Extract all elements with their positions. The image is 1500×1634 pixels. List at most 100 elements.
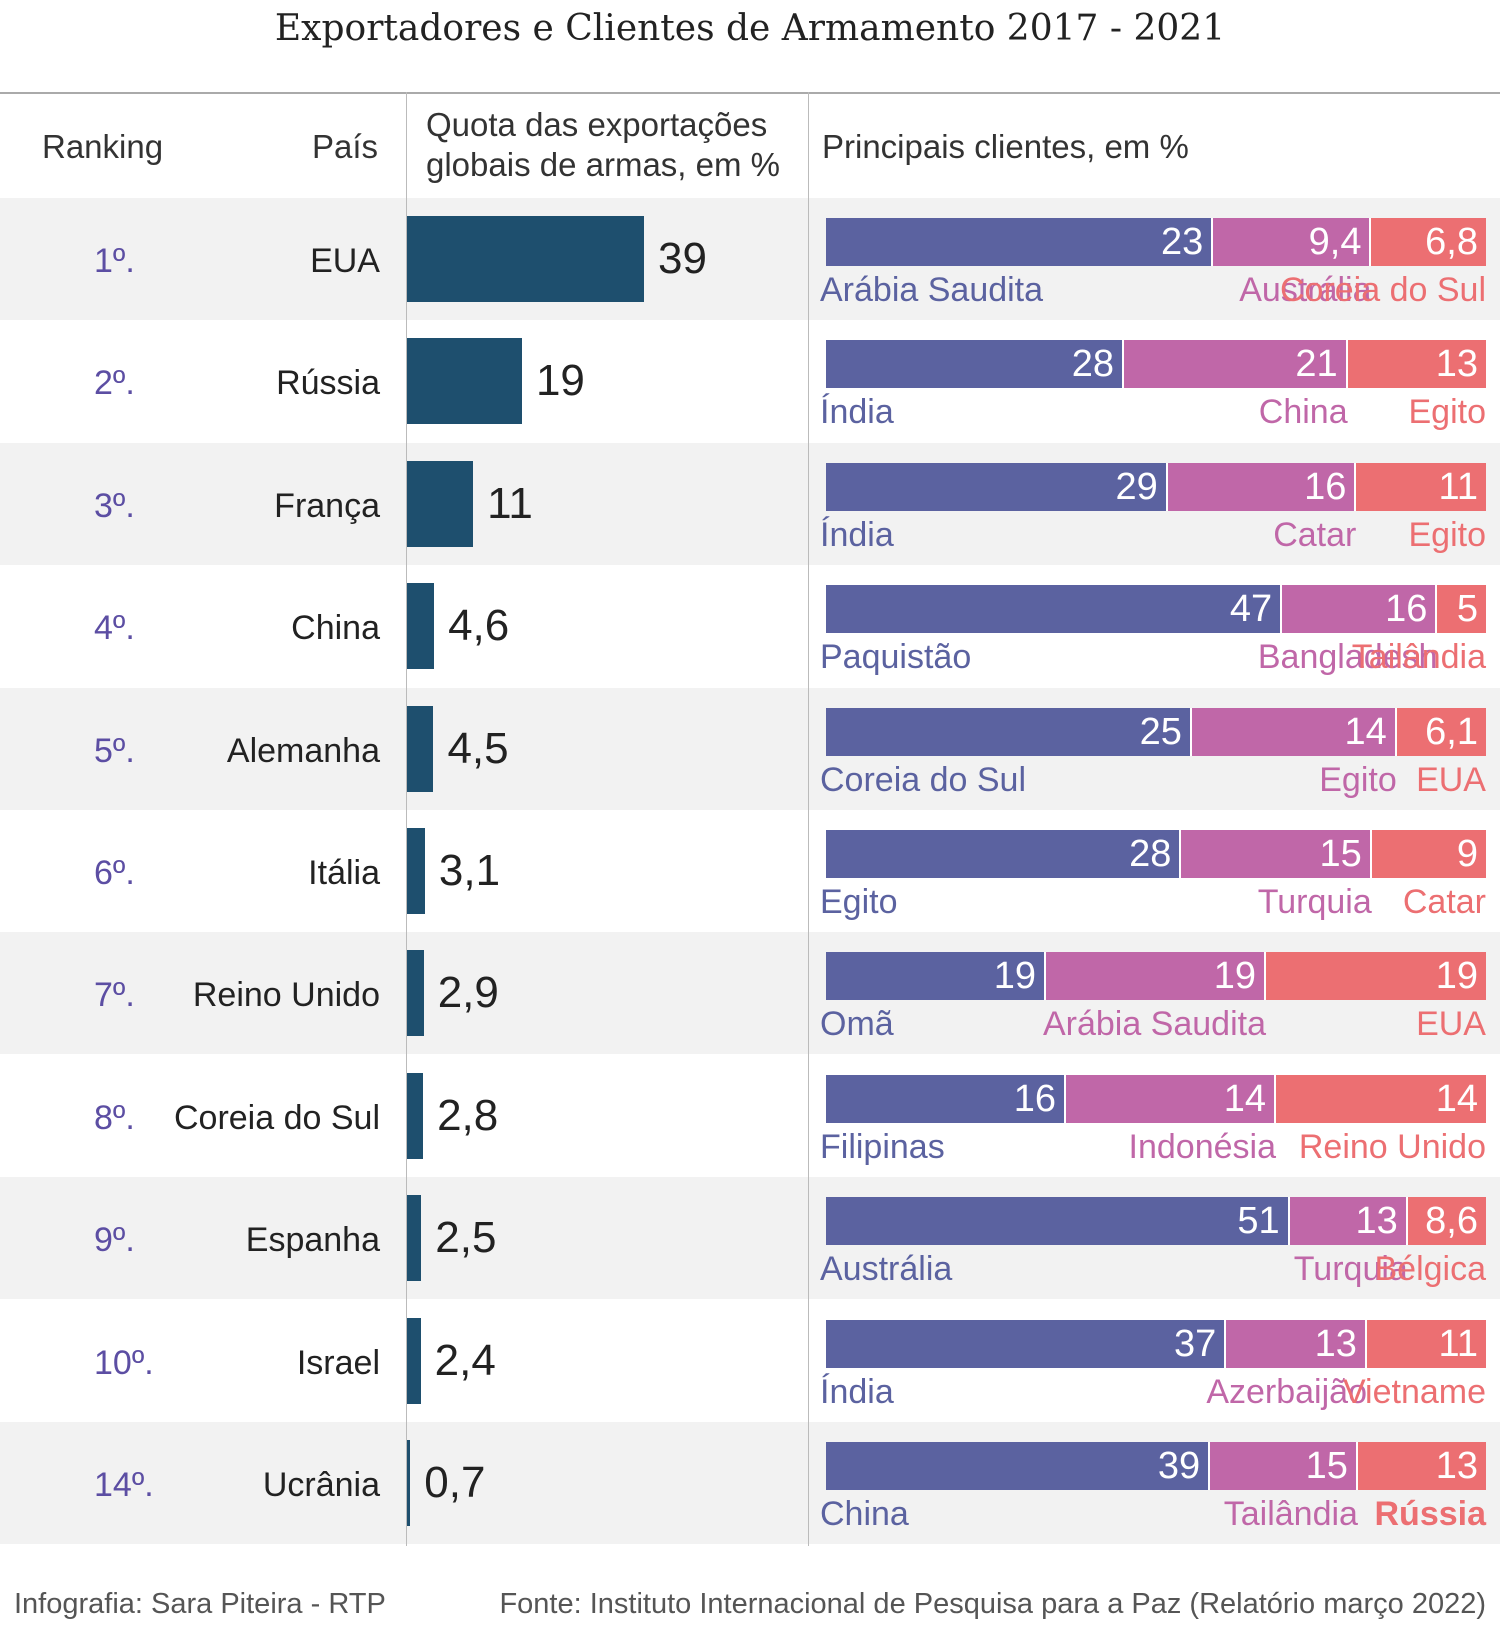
client-name-label: Omã [820,1005,894,1044]
table-row: 7º. Reino Unido 2,9 19 19 19 Omã Arábia Saudita… [0,932,1500,1055]
footer-source: Fonte: Instituto Internacional de Pesqui… [499,1588,1486,1620]
header-ranking: Ranking [42,128,164,165]
client-name-label: Azerbaijão [1206,1372,1367,1411]
client-segment: 14 [1276,1074,1486,1123]
client-name-label: China [1258,393,1348,432]
client-names: Coreia do Sul Egito EUA [820,758,1486,806]
table-row: 3º. França 11 29 16 11 Índia Catar Egito [0,442,1500,565]
client-names: Paquistão Bangladesh Tailândia [820,635,1486,683]
client-segment: 39 [826,1442,1211,1490]
client-segment: 14 [1066,1074,1276,1123]
share-bar [406,828,425,914]
table-row: 10º. Israel 2,4 37 13 11 Índia Azerbaijão Vietna… [0,1300,1500,1422]
clients-stacked-bar: 29 16 11 [826,462,1486,511]
country-label: Itália [308,854,380,892]
rank-label: 4º. [94,609,135,648]
column-divider [406,92,407,1546]
client-names: Índia China Egito [820,390,1486,438]
client-name-label: Índia [820,1372,894,1411]
clients-stacked-bar: 23 9,4 6,8 [826,218,1486,266]
client-name-label: Turquia [1293,1250,1408,1289]
country-label: Ucrânia [262,1466,380,1504]
header-country: País [311,128,378,165]
client-name-label: Rússia [1374,1495,1487,1533]
share-value-label: 39 [658,234,707,283]
client-name-label: Tailândia [1351,638,1486,677]
share-value-label: 2,9 [437,968,499,1018]
footer-credit: Infografia: Sara Piteira - RTP [14,1588,386,1620]
share-bar [406,460,474,547]
client-segment: 13 [1347,340,1486,389]
client-segment: 29 [826,462,1168,511]
client-segment: 23 [826,218,1214,266]
client-segment: 8,6 [1407,1197,1486,1246]
table-row: 2º. Rússia 19 28 21 13 Índia China Egito [0,320,1500,442]
client-segment: 16 [1167,462,1357,511]
client-segment: 21 [1124,340,1348,389]
rank-label: 1º. [94,242,135,280]
table-header: Ranking País Quota das exportações globa… [0,92,1500,200]
clients-stacked-bar: 37 13 11 [826,1319,1486,1368]
client-names: China Tailândia Rússia [820,1492,1486,1540]
header-share-line1: Quota das exportações [426,106,768,143]
share-bar [406,950,424,1037]
table-row: 9º. Espanha 2,5 51 13 8,6 Austrália Turquia Bélg… [0,1177,1500,1300]
rank-label: 2º. [94,364,135,403]
share-value-label: 11 [487,478,533,528]
table-row: 5º. Alemanha 4,5 25 14 6,1 Coreia do Sul Egito E… [0,687,1500,810]
share-bar [406,583,435,670]
client-names: Austrália Turquia Bélgica [820,1247,1486,1295]
client-segment: 37 [826,1319,1227,1368]
client-segment: 19 [1046,952,1266,1001]
clients-stacked-bar: 39 15 13 [826,1442,1486,1490]
client-segment: 13 [1289,1197,1408,1246]
rank-label: 6º. [94,854,135,892]
client-name-label: Egito [1408,393,1487,432]
client-segment: 9,4 [1213,218,1372,266]
client-segment: 19 [826,952,1046,1001]
client-name-label: Austrália [1239,271,1372,309]
client-segment: 16 [1282,585,1438,634]
client-name-label: Reino Unido [1298,1127,1486,1166]
client-segment: 28 [826,830,1182,878]
client-segment: 19 [1266,952,1486,1001]
client-segment: 6,8 [1371,218,1486,266]
client-name-label: Coreia do Sul [1279,271,1486,309]
client-segment: 11 [1366,1319,1486,1368]
client-names: Egito Turquia Catar [820,880,1486,928]
client-name-label: Arábia Saudita [820,271,1044,309]
clients-stacked-bar: 25 14 6,1 [826,707,1486,756]
share-bar [406,338,522,425]
client-name-label: EUA [1416,760,1486,799]
client-segment: 51 [826,1197,1290,1246]
country-label: Espanha [245,1221,380,1260]
clients-stacked-bar: 19 19 19 [826,952,1486,1001]
table-row: 14º. Ucrânia 0,7 39 15 13 China Tailândia Rússia [0,1422,1500,1544]
rank-label: 3º. [94,486,135,525]
share-bar [406,1072,424,1159]
client-name-label: Egito [820,883,898,921]
client-segment: 28 [826,340,1125,389]
header-clients: Principais clientes, em % [822,128,1189,165]
column-divider [808,92,809,1546]
client-name-label: Indonésia [1128,1127,1276,1166]
country-label: China [291,609,380,648]
client-name-label: EUA [1416,1005,1486,1044]
share-value-label: 2,4 [434,1335,496,1385]
client-name-label: Turquia [1257,883,1372,921]
country-label: EUA [310,242,380,280]
client-names: Arábia Saudita Austrália Coreia do Sul [820,268,1486,316]
client-name-label: Bélgica [1374,1250,1486,1289]
client-segment: 15 [1181,830,1372,878]
rank-label: 5º. [94,731,135,770]
client-name-label: Austrália [820,1250,953,1289]
client-segment: 25 [826,707,1192,756]
share-bar [406,1195,422,1282]
client-names: Índia Catar Egito [820,513,1486,561]
share-value-label: 2,8 [437,1090,499,1140]
share-bar [406,1317,421,1404]
client-name-label: Tailândia [1223,1495,1358,1533]
client-name-label: Arábia Saudita [1042,1005,1266,1044]
chart-title: Exportadores e Clientes de Armamento 201… [274,8,1226,49]
country-label: Reino Unido [192,976,380,1015]
